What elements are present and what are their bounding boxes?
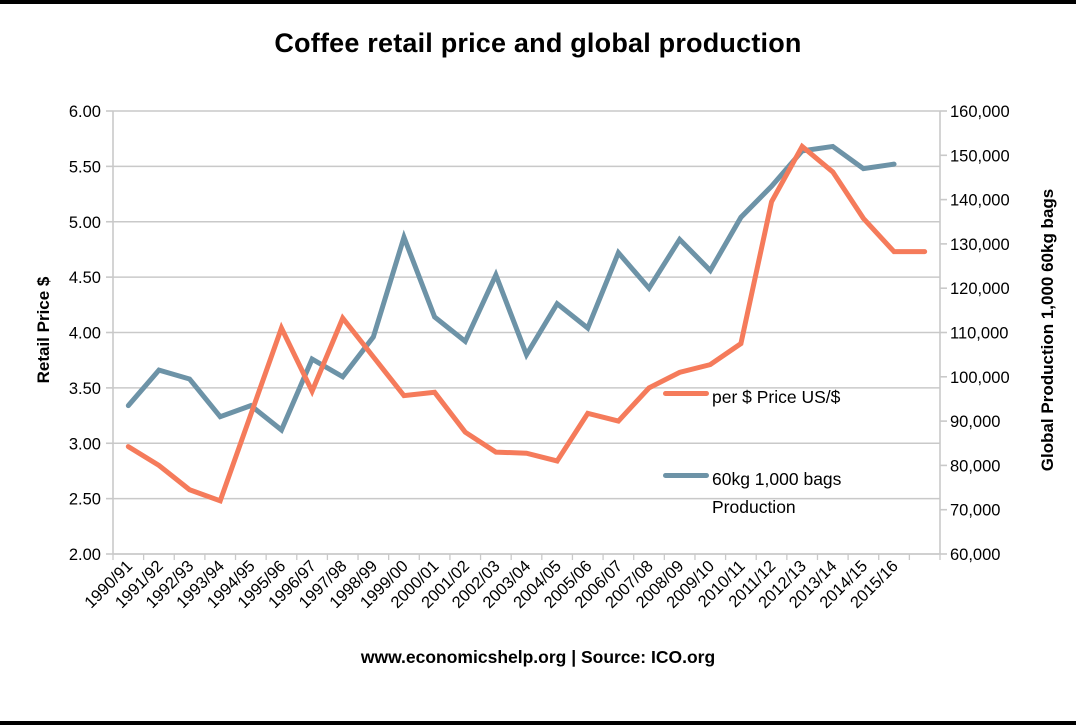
right-axis-tick-label: 80,000 <box>950 457 1000 475</box>
right-axis-tick-label: 110,000 <box>950 325 1008 343</box>
right-axis-tick-label: 150,000 <box>950 147 1010 165</box>
right-axis-tick-label: 160,000 <box>950 103 1010 121</box>
right-axis-tick-label: 70,000 <box>950 502 1000 520</box>
legend-item-price: per $ Price US/$ <box>663 383 840 411</box>
legend-production-label-line2: Production <box>712 497 796 517</box>
legend-item-production: 60kg 1,000 bags Production <box>663 465 841 521</box>
footer-source-text: www.economicshelp.org | Source: ICO.org <box>360 647 716 667</box>
left-axis-tick-label: 2.50 <box>69 491 101 509</box>
left-axis-tick-label: 5.50 <box>69 158 101 176</box>
price-line-swatch-icon <box>663 391 709 396</box>
legend-price-label: per $ Price US/$ <box>712 387 841 407</box>
frame-border-top <box>0 0 1076 4</box>
left-axis-tick-label: 5.00 <box>69 214 101 232</box>
left-axis-tick-label: 3.00 <box>69 435 101 453</box>
legend-production-label-line1: 60kg 1,000 bags <box>712 469 842 489</box>
left-axis-tick-label: 3.50 <box>69 380 101 398</box>
chart-title: Coffee retail price and global productio… <box>274 28 802 58</box>
right-axis-tick-label: 100,000 <box>950 369 1010 387</box>
left-axis-tick-label: 6.00 <box>69 103 101 121</box>
right-axis-tick-label: 60,000 <box>950 546 1000 564</box>
right-axis-tick-label: 90,000 <box>950 413 1000 431</box>
left-axis-tick-label: 2.00 <box>69 546 101 564</box>
production-series-line <box>125 143 897 434</box>
right-axis-tick-label: 130,000 <box>950 236 1010 254</box>
legend-production-label: 60kg 1,000 bags Production <box>712 465 841 521</box>
frame-border-bottom <box>0 721 1076 725</box>
left-axis-tick-label: 4.50 <box>69 269 101 287</box>
right-axis-tick-label: 120,000 <box>950 280 1010 298</box>
right-axis-tick-label: 140,000 <box>950 192 1010 210</box>
production-line-swatch-icon <box>663 473 709 478</box>
price-series-line <box>125 142 928 505</box>
left-axis-title: Retail Price $ <box>34 276 53 384</box>
left-axis-tick-label: 4.00 <box>69 325 101 343</box>
right-axis-title: Global Production 1,000 60kg bags <box>1038 188 1057 472</box>
